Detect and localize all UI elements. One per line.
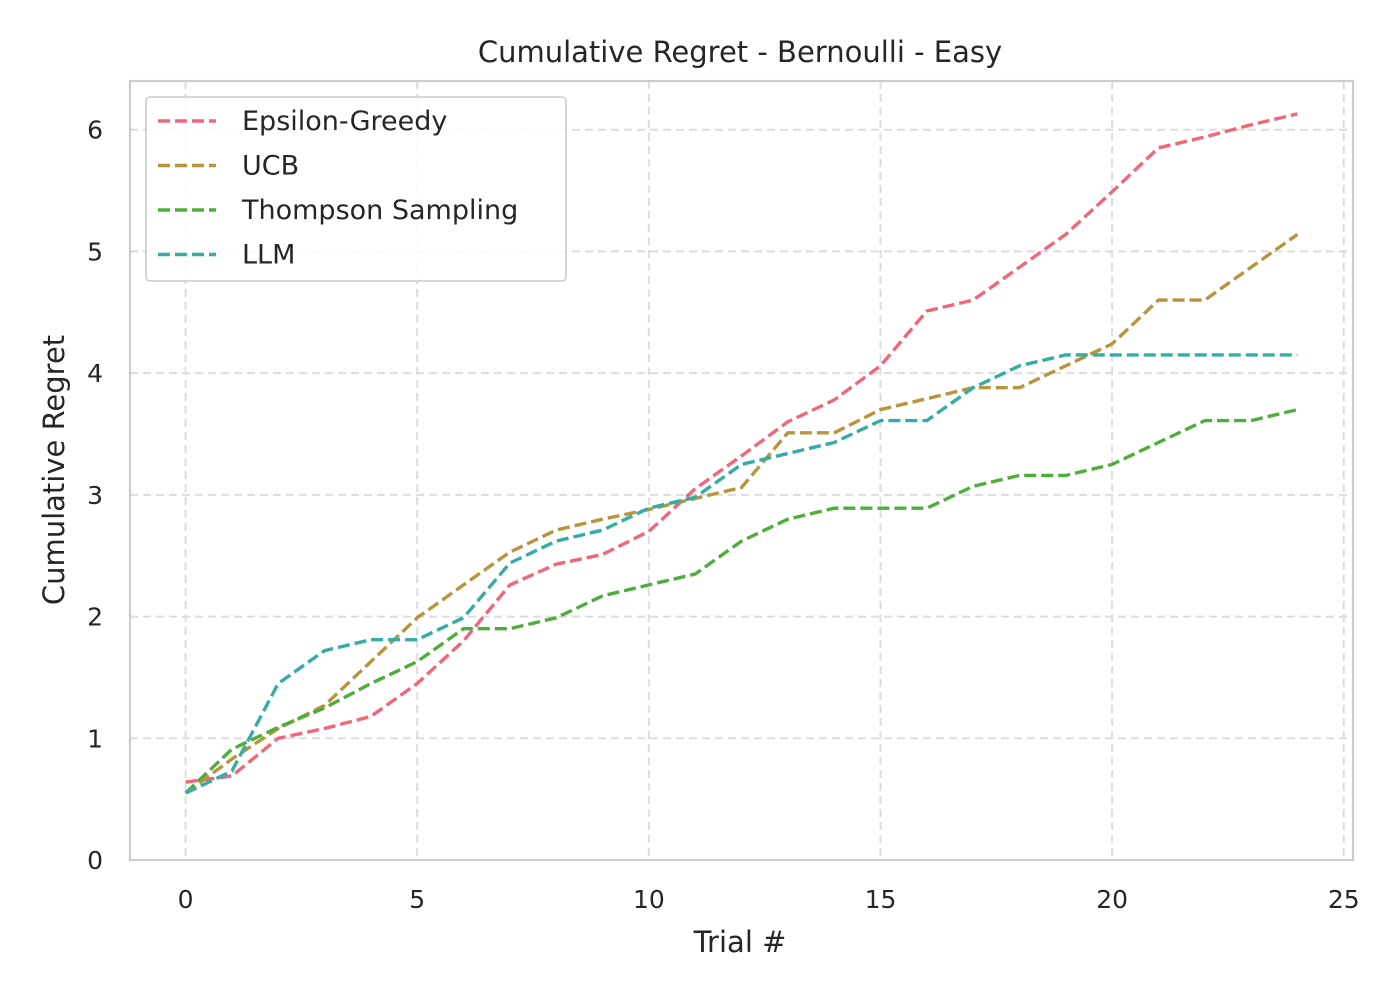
chart-title: Cumulative Regret - Bernoulli - Easy xyxy=(478,35,1002,69)
x-tick-label: 15 xyxy=(865,885,897,914)
plot-frame xyxy=(128,79,1355,862)
legend-label-epsilon-greedy: Epsilon-Greedy xyxy=(242,106,447,137)
x-tick-label: 5 xyxy=(409,885,425,914)
series-line-llm xyxy=(184,353,1298,795)
x-tick-label: 0 xyxy=(178,885,194,914)
y-tick-label: 4 xyxy=(87,359,103,388)
x-tick-label: 25 xyxy=(1328,885,1360,914)
series-layer xyxy=(184,112,1299,795)
y-tick-label: 6 xyxy=(87,116,103,145)
x-tick-label: 20 xyxy=(1096,885,1128,914)
y-tick-label: 2 xyxy=(87,603,103,632)
legend: Epsilon-Greedy UCB Thompson Sampling LLM xyxy=(145,96,567,282)
y-tick-label: 3 xyxy=(87,481,103,510)
y-axis-title: Cumulative Regret xyxy=(37,335,71,605)
legend-box xyxy=(145,96,567,282)
y-tick-label: 5 xyxy=(87,237,103,266)
series-line-thompson-sampling xyxy=(184,407,1298,795)
y-tick-label: 1 xyxy=(87,724,103,753)
x-tick-labels: 0 5 10 15 20 25 xyxy=(178,885,1360,914)
legend-label-thompson-sampling: Thompson Sampling xyxy=(241,195,518,226)
series-line-ucb xyxy=(184,233,1299,795)
x-axis-title: Trial # xyxy=(693,925,787,959)
x-tick-label: 10 xyxy=(633,885,665,914)
y-tick-label: 0 xyxy=(87,846,103,875)
legend-label-ucb: UCB xyxy=(242,151,299,182)
y-tick-labels: 0 1 2 3 4 5 6 xyxy=(87,116,103,875)
series-line-epsilon-greedy xyxy=(185,112,1298,784)
grid xyxy=(130,81,1353,860)
legend-label-llm: LLM xyxy=(242,240,295,271)
